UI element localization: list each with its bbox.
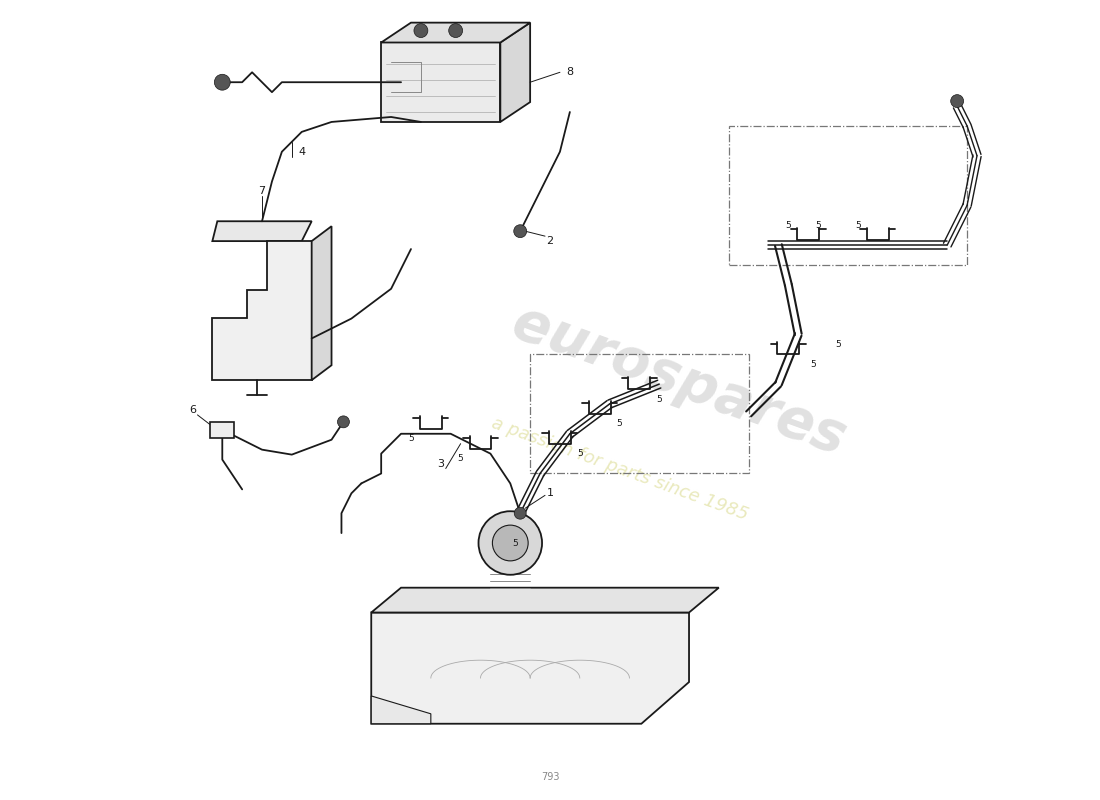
- Polygon shape: [382, 22, 530, 42]
- Text: 5: 5: [513, 538, 518, 547]
- Text: a passion for parts since 1985: a passion for parts since 1985: [488, 414, 750, 525]
- Polygon shape: [382, 42, 500, 122]
- Text: 8: 8: [566, 67, 573, 78]
- Text: 7: 7: [258, 186, 265, 197]
- Circle shape: [338, 416, 350, 428]
- Text: 793: 793: [541, 772, 559, 782]
- Polygon shape: [372, 696, 431, 724]
- Text: 5: 5: [855, 221, 860, 230]
- Circle shape: [950, 94, 964, 107]
- Text: eurospares: eurospares: [505, 294, 854, 466]
- Bar: [530, 354, 749, 474]
- Text: 2: 2: [547, 236, 553, 246]
- Text: 5: 5: [811, 360, 816, 369]
- Circle shape: [214, 74, 230, 90]
- Polygon shape: [311, 226, 331, 380]
- Text: 5: 5: [815, 221, 821, 230]
- Text: 4: 4: [298, 146, 306, 157]
- Text: 6: 6: [189, 405, 196, 415]
- Circle shape: [514, 225, 527, 238]
- Circle shape: [493, 525, 528, 561]
- Circle shape: [515, 507, 526, 519]
- Text: 5: 5: [835, 340, 840, 349]
- Text: 5: 5: [458, 454, 463, 463]
- Text: 5: 5: [408, 434, 414, 443]
- Circle shape: [478, 511, 542, 574]
- Text: 1: 1: [547, 488, 553, 498]
- Circle shape: [414, 24, 428, 38]
- Polygon shape: [372, 588, 718, 613]
- Polygon shape: [500, 22, 530, 122]
- Text: 5: 5: [657, 394, 662, 403]
- Text: 5: 5: [785, 221, 791, 230]
- Bar: [728, 126, 967, 265]
- Polygon shape: [212, 222, 311, 241]
- Text: 5: 5: [576, 449, 583, 458]
- Text: 3: 3: [438, 458, 444, 469]
- Text: 5: 5: [617, 419, 623, 428]
- Polygon shape: [372, 613, 689, 724]
- Polygon shape: [212, 241, 311, 380]
- Circle shape: [449, 24, 463, 38]
- Bar: [210, 422, 234, 438]
